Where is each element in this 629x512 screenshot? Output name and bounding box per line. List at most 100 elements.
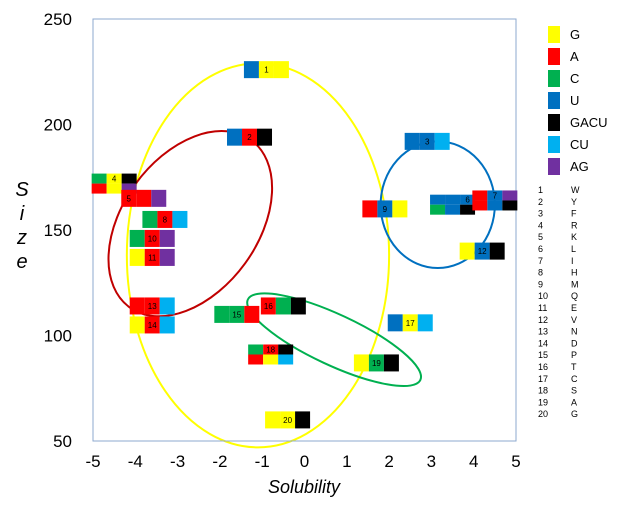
x-tick-label: 0 xyxy=(300,452,309,471)
key-amino-acid: N xyxy=(571,327,578,337)
key-number: 11 xyxy=(538,303,547,313)
point-segment xyxy=(121,183,137,194)
data-point-2: 2 xyxy=(227,128,273,146)
point-label: 6 xyxy=(465,196,470,205)
point-segment xyxy=(402,314,418,332)
key-amino-acid: R xyxy=(571,220,578,230)
key-amino-acid: W xyxy=(571,185,580,195)
key-amino-acid: P xyxy=(571,350,577,360)
data-point-1: 1 xyxy=(243,61,289,79)
point-segment xyxy=(159,248,175,266)
point-segment xyxy=(172,210,188,228)
key-number: 1 xyxy=(538,185,543,195)
point-segment xyxy=(459,242,475,260)
legend-label: CU xyxy=(570,137,589,152)
x-tick-label: -2 xyxy=(212,452,227,471)
legend-label: A xyxy=(570,49,579,64)
point-segment xyxy=(419,132,435,150)
point-segment xyxy=(151,189,167,207)
key-amino-acid: A xyxy=(571,397,577,407)
point-segment xyxy=(417,314,433,332)
point-segment xyxy=(460,204,476,215)
y-tick-label: 150 xyxy=(44,221,72,240)
point-segment xyxy=(263,344,279,355)
key-number: 5 xyxy=(538,232,543,242)
point-segment xyxy=(383,354,399,372)
data-point-14: 14 xyxy=(129,316,175,334)
point-segment xyxy=(263,354,279,365)
point-segment xyxy=(248,344,264,355)
point-label: 7 xyxy=(493,191,498,200)
point-label: 20 xyxy=(283,416,292,425)
key-amino-acid: H xyxy=(571,268,578,278)
point-segment xyxy=(404,132,420,150)
key-amino-acid: M xyxy=(571,279,579,289)
key-amino-acid: E xyxy=(571,303,577,313)
key-number: 8 xyxy=(538,268,543,278)
point-label: 3 xyxy=(425,137,430,146)
legend-label: U xyxy=(570,93,579,108)
point-segment xyxy=(387,314,403,332)
key-amino-acid: I xyxy=(571,256,574,266)
data-point-18: 18 xyxy=(248,344,294,365)
key-number: 3 xyxy=(538,209,543,219)
y-tick-label: 50 xyxy=(53,432,72,451)
point-label: 5 xyxy=(127,194,132,203)
point-segment xyxy=(278,344,294,355)
point-segment xyxy=(121,189,137,207)
data-point-9: 9 xyxy=(362,200,408,218)
legend-label: AG xyxy=(570,159,589,174)
amino-acid-key: 1 W 2 Y 3 F 4 R 5 K 6 L 7 I 8 H 9 M 10 Q 11 E 12 V 13 N 14 D 15 P 16 T 1… xyxy=(538,185,580,419)
x-tick-label: -5 xyxy=(85,452,100,471)
point-segment xyxy=(144,229,160,247)
legend-swatch-c xyxy=(548,70,560,87)
point-label: 12 xyxy=(478,247,487,256)
point-segment xyxy=(280,411,296,429)
point-segment xyxy=(487,190,503,201)
data-point-12: 12 xyxy=(459,242,505,260)
key-number: 12 xyxy=(538,315,548,325)
point-label: 10 xyxy=(148,234,157,243)
point-segment xyxy=(273,61,289,79)
key-number: 16 xyxy=(538,362,548,372)
point-segment xyxy=(430,204,446,215)
x-axis-label: Solubility xyxy=(268,477,341,497)
key-number: 10 xyxy=(538,291,548,301)
point-label: 8 xyxy=(163,215,168,224)
point-segment xyxy=(159,229,175,247)
y-axis-label-letter: z xyxy=(16,227,27,249)
key-amino-acid: K xyxy=(571,232,577,242)
x-tick-label: 2 xyxy=(384,452,393,471)
x-tick-label: 4 xyxy=(469,452,478,471)
legend-label: C xyxy=(570,71,579,86)
point-segment xyxy=(121,173,137,184)
key-amino-acid: V xyxy=(571,315,577,325)
point-segment xyxy=(362,200,378,218)
point-segment xyxy=(91,183,107,194)
key-amino-acid: L xyxy=(571,244,576,254)
data-point-11: 11 xyxy=(129,248,175,266)
point-segment xyxy=(243,61,259,79)
point-label: 4 xyxy=(112,175,117,184)
point-segment xyxy=(106,173,122,184)
point-label: 18 xyxy=(266,345,275,354)
point-segment xyxy=(91,173,107,184)
point-label: 19 xyxy=(372,359,381,368)
point-segment xyxy=(257,128,273,146)
y-tick-label: 250 xyxy=(44,10,72,29)
key-number: 2 xyxy=(538,197,543,207)
point-segment xyxy=(244,305,260,323)
legend-label: G xyxy=(570,27,580,42)
key-amino-acid: C xyxy=(571,374,578,384)
point-segment xyxy=(142,210,158,228)
point-segment xyxy=(214,305,230,323)
key-number: 14 xyxy=(538,338,548,348)
data-point-4: 4 xyxy=(91,173,137,194)
key-number: 18 xyxy=(538,386,548,396)
legend-swatch-g xyxy=(548,26,560,43)
point-segment xyxy=(472,200,488,211)
point-segment xyxy=(227,128,243,146)
x-tick-label: 1 xyxy=(342,452,351,471)
x-tick-label: 5 xyxy=(511,452,520,471)
